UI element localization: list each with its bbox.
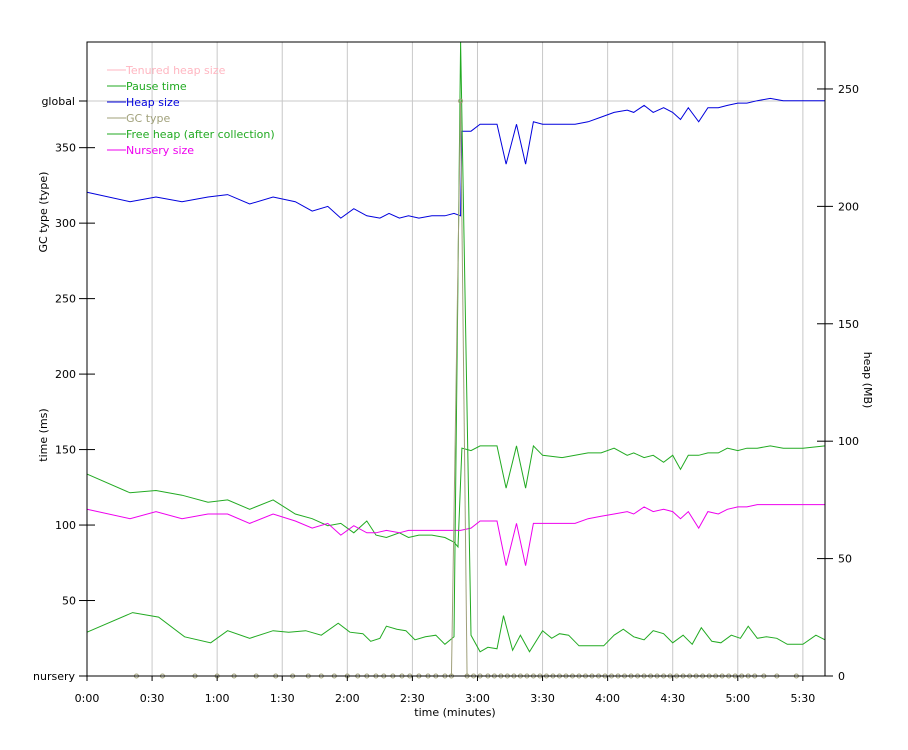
legend-label: Tenured heap size [125,64,226,77]
heap-tick-label: 100 [838,435,859,448]
axes: 0:00 0:30 1:00 1:30 2:00 2:30 3:00 3:30 4:00 4:30… [33,83,859,705]
x-tick-label: 3:00 [465,692,490,705]
heap-tick-label: 0 [838,670,845,683]
legend-entry: Pause time [107,80,187,93]
y-axis-label-time: time (ms) [37,408,50,461]
x-tick-label: 0:00 [75,692,100,705]
legend-label: GC type [126,112,171,125]
gc-type-segment [460,100,468,677]
legend-entry: Free heap (after collection) [107,128,275,141]
legend-label: Free heap (after collection) [126,128,275,141]
x-tick-label: 1:00 [205,692,230,705]
x-axis-label: time (minutes) [414,706,495,719]
legend: Tenured heap size Pause time Heap size GC t… [107,64,275,157]
x-tick-label: 0:30 [140,692,165,705]
gc-type-tick-label: global [41,95,75,108]
plot-frame [86,41,826,677]
series-layer [86,41,826,679]
y-axis-label-heap: heap (MB) [861,352,874,409]
x-tick-label: 5:30 [791,692,816,705]
legend-label: Heap size [126,96,180,109]
time-tick-label: 350 [55,142,76,155]
legend-entry: Nursery size [107,144,194,157]
time-tick-label: 50 [62,595,76,608]
gc-type-point [458,98,464,104]
time-tick-label: 250 [55,293,76,306]
free-heap-after-collection-line [86,444,826,549]
x-tick-label: 5:00 [725,692,750,705]
x-tick-label: 3:30 [530,692,555,705]
time-tick-label: 300 [55,217,76,230]
gc-type-segment [450,100,462,677]
legend-entry: GC type [107,112,171,125]
x-tick-label: 4:00 [595,692,620,705]
heap-tick-label: 200 [838,200,859,213]
gc-type-tick-label: nursery [33,670,75,683]
legend-entry: Heap size [107,96,180,109]
legend-entry: Tenured heap size [107,64,226,77]
legend-label: Nursery size [126,144,194,157]
pause-time-line [86,41,826,653]
legend-label: Pause time [126,80,187,93]
time-tick-label: 200 [55,368,76,381]
heap-tick-label: 50 [838,553,852,566]
x-tick-label: 2:00 [335,692,360,705]
x-tick-label: 4:30 [660,692,685,705]
nursery-size-line [86,504,825,566]
y-axis-label-gc-type: GC type (type) [37,172,50,253]
time-tick-label: 150 [55,444,76,457]
heap-tick-label: 150 [838,318,859,331]
time-tick-label: 100 [55,519,76,532]
x-tick-label: 1:30 [270,692,295,705]
x-tick-label: 2:30 [400,692,425,705]
heap-size-line [86,97,825,219]
heap-tick-label: 250 [838,83,859,96]
grid-lines [87,42,825,676]
